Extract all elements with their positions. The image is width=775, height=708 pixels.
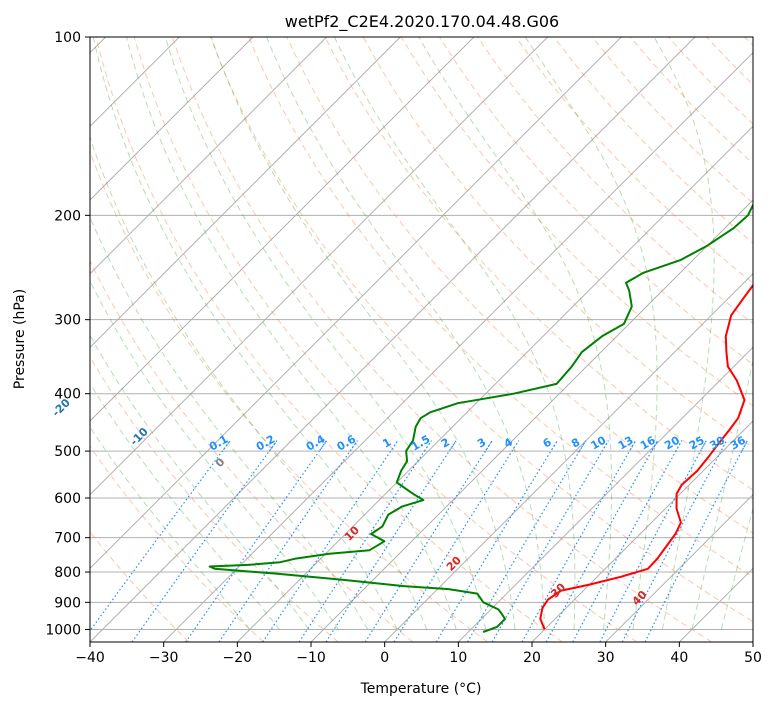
dry-adiabat <box>324 37 753 491</box>
y-tick-label: 800 <box>54 565 81 581</box>
dry-adiabat <box>90 259 414 642</box>
x-tick-label: 20 <box>523 650 541 666</box>
chart-title: wetPf2_C2E4.2020.170.04.48.G06 <box>285 12 559 32</box>
x-tick-label: −30 <box>149 650 179 666</box>
x-tick-label: −20 <box>223 650 253 666</box>
temperature-line <box>539 283 753 630</box>
y-tick-label: 100 <box>54 30 81 46</box>
moist-adiabat <box>524 37 658 630</box>
moist-adiabat <box>90 215 369 630</box>
dry-adiabat <box>95 37 563 642</box>
x-tick-label: 40 <box>670 650 688 666</box>
moist-adiabat <box>90 426 251 630</box>
x-tick-label: −10 <box>296 650 326 666</box>
mixing-ratio-line <box>572 440 683 642</box>
dry-adiabat <box>286 37 753 534</box>
moist-adiabat <box>90 382 280 630</box>
y-tick-label: 500 <box>54 444 81 460</box>
isotherm <box>90 37 622 570</box>
y-tick-label: 400 <box>54 387 81 403</box>
mixing-ratio-line <box>545 440 659 642</box>
y-tick-label: 200 <box>54 208 81 224</box>
isotherm <box>90 37 696 642</box>
moist-adiabat <box>90 135 398 630</box>
isotherm <box>90 37 328 275</box>
mixing-ratio-line <box>325 440 457 642</box>
x-tick-label: 50 <box>744 650 762 666</box>
isotherm <box>384 272 753 642</box>
mixing-ratio-line <box>621 440 728 642</box>
dry-adiabat <box>515 37 753 284</box>
moist-adiabat <box>90 279 339 630</box>
mixing-ratio-line <box>644 440 748 642</box>
isotherm <box>310 199 753 642</box>
moist-adiabat <box>90 334 310 630</box>
moist-adiabat <box>418 37 613 630</box>
y-tick-label: 600 <box>54 491 81 507</box>
x-tick-label: 10 <box>449 650 467 666</box>
x-tick-label: 0 <box>380 650 389 666</box>
y-tick-label: 1000 <box>45 622 81 638</box>
mixing-ratio-line <box>435 440 558 642</box>
mixing-ratio-line <box>393 440 520 642</box>
dry-adiabat <box>133 37 638 642</box>
moist-adiabat <box>210 37 516 630</box>
moist-adiabat <box>720 506 753 630</box>
dry-adiabat <box>171 37 712 642</box>
isotherm <box>90 37 549 496</box>
y-axis-label: Pressure (hPa) <box>12 289 28 389</box>
dewpoint-line <box>208 202 753 633</box>
x-tick-label: 30 <box>597 650 615 666</box>
mixing-ratio-line <box>364 440 493 642</box>
profile-lines <box>208 202 753 633</box>
isotherm <box>163 51 753 642</box>
isotherm <box>90 37 475 422</box>
dry-adiabat <box>90 356 339 642</box>
mixing-ratio-line <box>491 440 609 642</box>
mixing-ratio-line <box>218 440 358 642</box>
isotherm <box>531 420 753 642</box>
x-axis-label: Temperature (°C) <box>360 681 482 697</box>
isotherm <box>605 493 753 642</box>
moist-adiabat <box>653 37 715 630</box>
dry-adiabat <box>248 37 753 578</box>
y-tick-label: 700 <box>54 531 81 547</box>
moist-adiabat <box>164 37 487 630</box>
moist-adiabat <box>691 358 753 630</box>
isotherm <box>90 37 401 349</box>
axes: −40 −30 −20 −10 0 10 20 30 40 50 100 200 300 400 500 60… <box>45 30 762 666</box>
isotherm <box>90 37 254 201</box>
moist-adiabat <box>126 37 457 630</box>
mixing-ratio-line <box>521 440 637 642</box>
mixing-ratio-line <box>466 440 587 642</box>
dry-adiabat <box>90 445 264 642</box>
x-tick-label: −40 <box>75 650 105 666</box>
dry-adiabat <box>210 37 753 623</box>
mixing-ratio-lines <box>90 440 748 642</box>
isotherm <box>236 125 753 642</box>
moist-adiabat <box>92 37 428 630</box>
y-tick-label: 900 <box>54 595 81 611</box>
isotherm <box>457 346 753 642</box>
mixing-ratio-line <box>185 440 328 642</box>
plot-frame <box>89 36 754 643</box>
mixing-ratio-line <box>90 440 231 632</box>
y-tick-label: 300 <box>54 313 81 329</box>
moist-adiabat <box>266 37 546 630</box>
